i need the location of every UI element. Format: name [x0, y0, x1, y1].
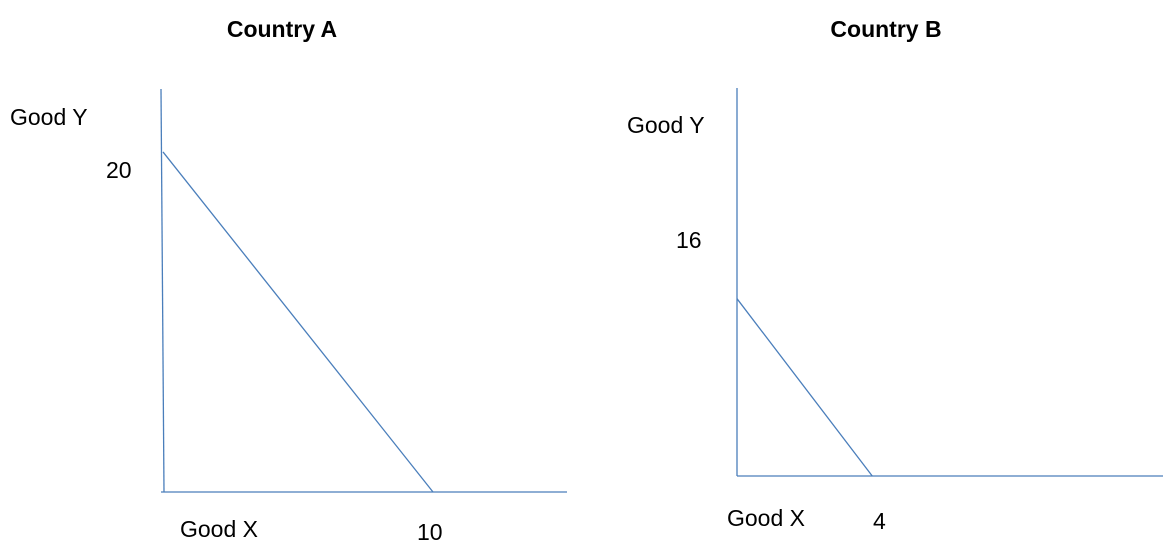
country-a-chart: Country A Good Y 20 Good X 10	[10, 16, 567, 544]
country-b-x-intercept-label: 4	[873, 508, 886, 534]
country-b-y-intercept-label: 16	[676, 227, 702, 253]
country-b-ppf-line	[736, 298, 873, 477]
country-a-title: Country A	[227, 16, 337, 42]
country-a-y-axis	[160, 88, 165, 493]
country-a-y-intercept-label: 20	[106, 157, 132, 183]
country-b-y-axis-label: Good Y	[627, 112, 705, 138]
country-b-title: Country B	[830, 16, 941, 42]
country-a-ppf-line	[162, 151, 434, 493]
country-a-x-intercept-label: 10	[417, 519, 443, 544]
country-a-x-axis-label: Good X	[180, 516, 258, 542]
country-b-chart: Country B Good Y 16 Good X 4	[627, 16, 1163, 534]
country-a-y-axis-label: Good Y	[10, 104, 88, 130]
country-b-x-axis-label: Good X	[727, 505, 805, 531]
